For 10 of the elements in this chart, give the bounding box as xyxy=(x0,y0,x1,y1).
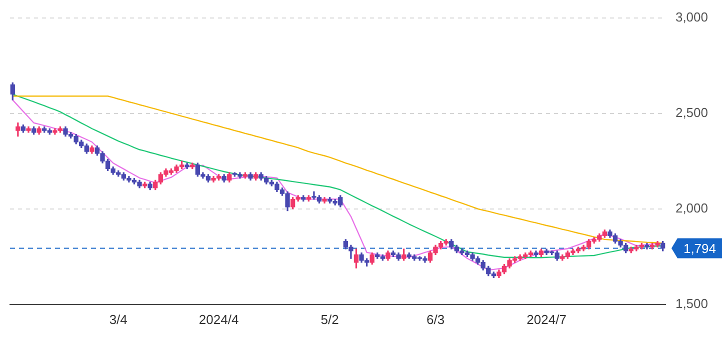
x-tick-label: 3/4 xyxy=(109,312,128,327)
y-tick-label: 3,000 xyxy=(675,9,708,24)
y-tick-label: 1,500 xyxy=(675,296,708,311)
x-tick-label: 5/2 xyxy=(320,312,339,327)
x-tick-label: 2024/4 xyxy=(198,312,239,327)
x-tick-label: 2024/7 xyxy=(526,312,566,327)
y-tick-label: 2,500 xyxy=(675,104,708,120)
y-tick-label: 2,000 xyxy=(675,200,708,216)
x-tick-label: 6/3 xyxy=(426,312,445,327)
ref-line-label: 1,794 xyxy=(683,240,716,256)
